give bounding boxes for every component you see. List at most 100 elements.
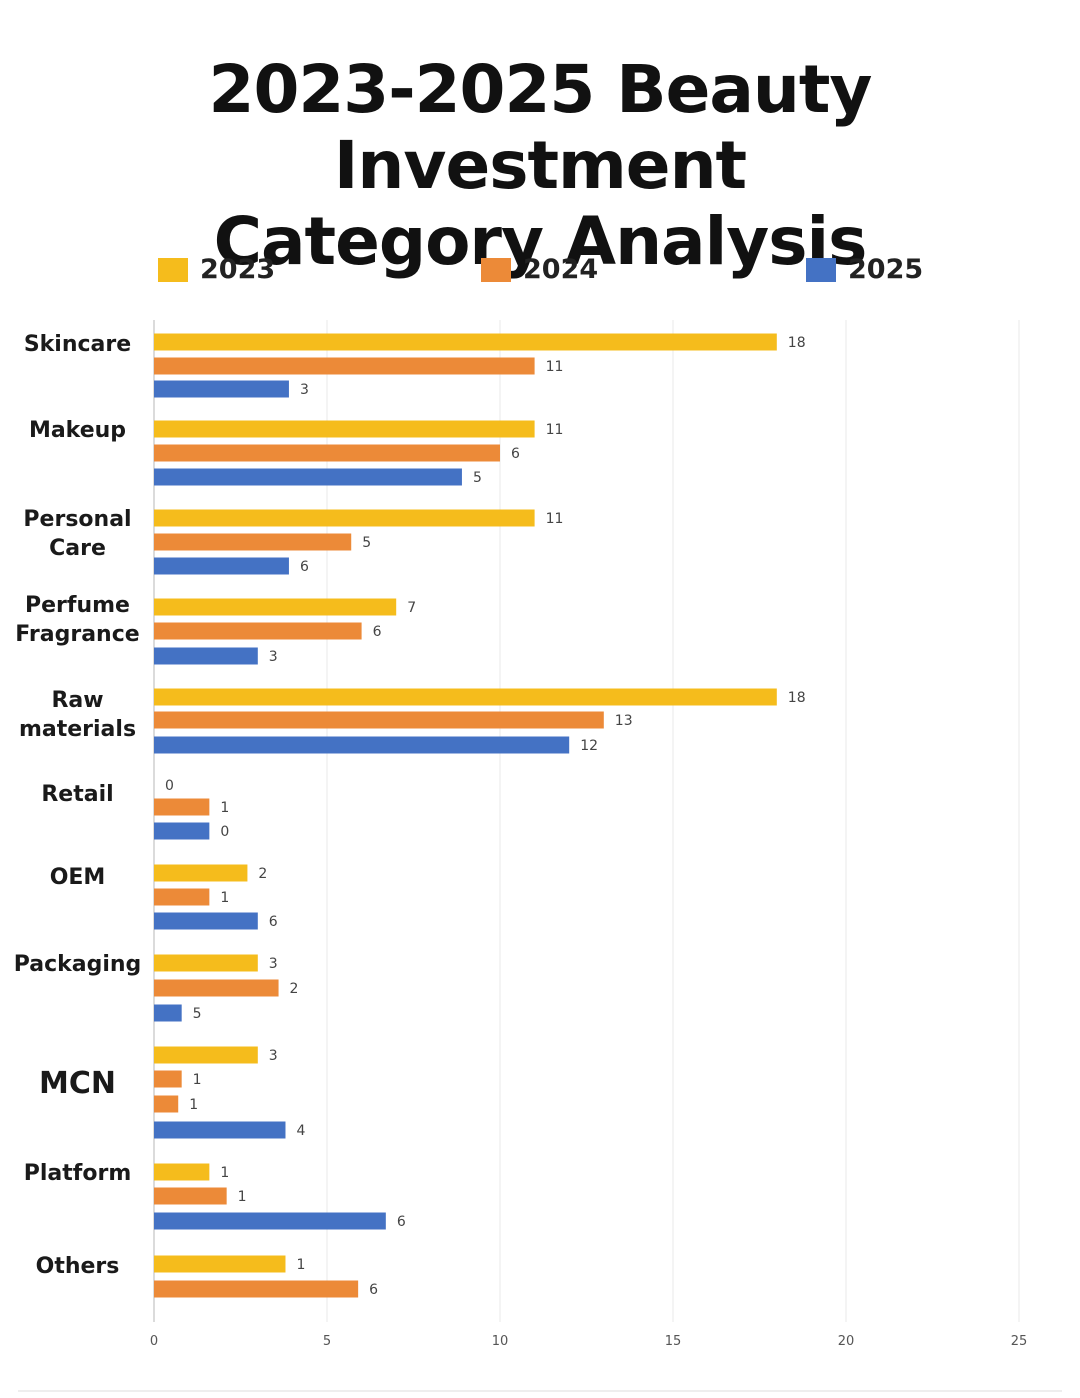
bar-value-label: 5 [362,535,371,551]
bar-value-label: 0 [165,778,174,794]
bar-value-label: 12 [580,738,598,754]
chart-title-line-2: Category Analysis [213,203,868,280]
bar-5-1 [154,798,210,816]
bar-value-label: 6 [373,624,382,640]
bar-4-1 [154,711,604,729]
bar-value-label: 18 [788,690,806,706]
bar-value-label: 5 [193,1006,202,1022]
bar-value-label: 6 [397,1214,406,1230]
bar-value-label: 3 [269,1048,278,1064]
bar-7-0 [154,954,258,972]
bar-2-1 [154,533,352,551]
bar-8-0 [154,1046,258,1064]
category-label: Retail [0,780,155,809]
bar-5-2 [154,822,210,840]
bar-value-label: 5 [473,470,482,486]
category-label: Skincare [0,330,155,359]
bar-value-label: 1 [220,1165,229,1181]
category-label: Makeup [0,416,155,445]
bar-8-2 [154,1095,179,1113]
x-tick-label: 0 [150,1334,158,1349]
bar-4-2 [154,736,570,754]
category-label-line: Others [35,1254,120,1279]
category-label: OEM [0,863,155,892]
category-label: Packaging [0,950,155,979]
category-label-line: OEM [49,865,106,890]
bar-1-2 [154,468,462,486]
x-tick-label: 15 [665,1334,682,1349]
bar-value-label: 1 [238,1189,247,1205]
category-label-line: Skincare [23,332,132,357]
bar-0-0 [154,333,777,351]
bar-2-0 [154,509,535,527]
bar-8-1 [154,1070,182,1088]
legend-label-2024: 2024 [523,254,599,285]
bar-9-0 [154,1163,210,1181]
bar-value-label: 3 [269,956,278,972]
x-tick-label: 10 [492,1334,509,1349]
bar-value-label: 13 [615,713,633,729]
category-label: Raw materials [0,686,155,744]
x-tick-label: 20 [838,1334,855,1349]
category-label-line: Makeup [28,418,127,443]
bar-0-1 [154,357,535,375]
bar-value-label: 6 [369,1282,378,1298]
legend-label-2025: 2025 [848,254,924,285]
bar-value-label: 7 [407,600,416,616]
bar-value-label: 4 [296,1123,305,1139]
category-label-line: Fragrance [15,622,140,647]
bar-value-label: 6 [511,446,520,462]
bar-value-label: 2 [258,866,267,882]
category-label-line: MCN [39,1066,116,1101]
bar-7-2 [154,1004,182,1022]
bar-1-0 [154,420,535,438]
bar-value-label: 11 [546,359,564,375]
legend-swatch-2023 [158,258,188,282]
bar-1-1 [154,444,500,462]
bar-value-label: 6 [269,914,278,930]
bar-value-label: 3 [300,382,309,398]
bar-3-0 [154,598,397,616]
bar-value-label: 1 [296,1257,305,1273]
bar-7-1 [154,979,279,997]
chart-title: 2023-2025 Beauty Investment Category Ana… [0,52,1080,280]
category-label-line: Retail [41,782,114,807]
bar-10-1 [154,1280,359,1298]
bar-2-2 [154,557,289,575]
bar-value-label: 6 [300,559,309,575]
bar-0-2 [154,380,289,398]
bar-value-label: 1 [220,890,229,906]
category-label-line: Perfume [25,593,130,618]
bar-value-label: 1 [193,1072,202,1088]
bar-value-label: 1 [189,1097,198,1113]
bar-4-0 [154,688,777,706]
bar-3-1 [154,622,362,640]
x-tick-label: 5 [323,1334,331,1349]
bar-6-2 [154,912,258,930]
category-label-line: Raw [51,688,104,713]
category-label: Personal Care [0,505,155,563]
bar-6-0 [154,864,248,882]
bar-9-1 [154,1187,227,1205]
bar-9-2 [154,1212,386,1230]
bar-value-label: 18 [788,335,806,351]
bar-value-label: 11 [546,511,564,527]
bar-6-1 [154,888,210,906]
bar-10-0 [154,1255,286,1273]
category-label: Others [0,1252,155,1281]
legend-label-2023: 2023 [200,254,276,285]
legend-swatch-2024 [481,258,511,282]
category-label: Platform [0,1159,155,1188]
bar-8-3 [154,1121,286,1139]
bar-3-2 [154,647,258,665]
bar-value-label: 11 [546,422,564,438]
x-tick-label: 25 [1011,1334,1028,1349]
bar-value-label: 1 [220,800,229,816]
category-label: MCN [0,1066,155,1102]
chart-title-line-1: 2023-2025 Beauty Investment [208,51,873,204]
category-label-line: Platform [23,1161,132,1186]
category-label-line: Personal [23,507,132,532]
category-label: Perfume Fragrance [0,591,155,649]
category-label-line: Packaging [13,952,142,977]
